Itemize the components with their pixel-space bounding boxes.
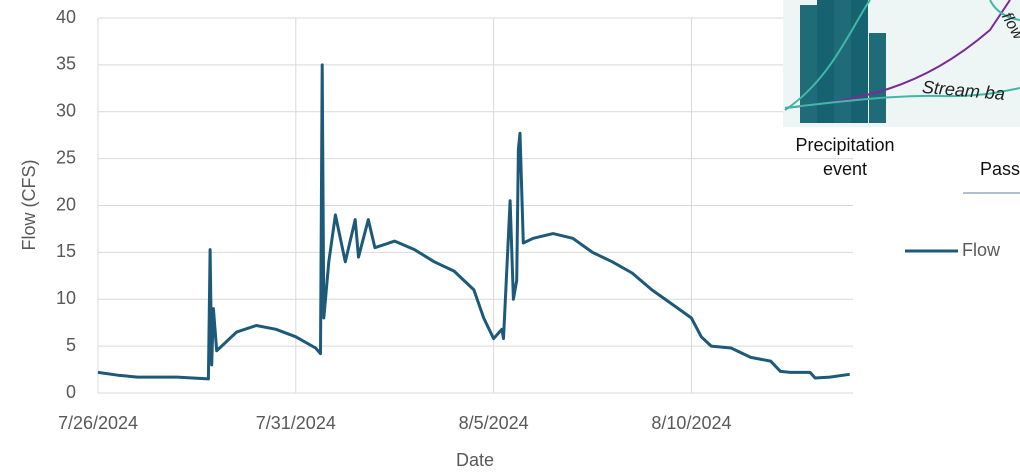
inset-bar	[817, 0, 834, 123]
inset-curve	[989, 0, 1020, 21]
x-tick-label: 8/10/2024	[651, 413, 731, 433]
y-tick-label: 25	[56, 147, 76, 167]
inset-bar	[851, 0, 868, 123]
y-tick-label: 10	[56, 288, 76, 308]
inset-bar	[834, 0, 851, 123]
x-axis-label: Date	[456, 450, 494, 470]
y-tick-label: 30	[56, 101, 76, 121]
inset-curve	[784, 87, 1020, 109]
data-line	[97, 63, 850, 381]
legend-label: Flow	[962, 240, 1001, 260]
inset-bar	[869, 33, 886, 123]
inset-label: event	[823, 159, 867, 179]
x-tick-label: 7/26/2024	[58, 413, 138, 433]
inset-label: Precipitation	[795, 135, 894, 155]
inset-image: flow Stream ba Precipitation event Pass	[783, 0, 1020, 194]
y-tick-label: 20	[56, 194, 76, 214]
inset-label: Pass	[980, 159, 1020, 179]
y-axis-label: Flow (CFS)	[19, 160, 39, 251]
y-tick-label: 5	[66, 335, 76, 355]
y-tick-label: 15	[56, 241, 76, 261]
y-tick-label: 0	[66, 382, 76, 402]
x-tick-label: 7/31/2024	[256, 413, 336, 433]
x-tick-label: 8/5/2024	[459, 413, 529, 433]
y-tick-label: 35	[56, 54, 76, 74]
inset-curve	[784, 0, 871, 111]
y-tick-label: 40	[56, 7, 76, 27]
